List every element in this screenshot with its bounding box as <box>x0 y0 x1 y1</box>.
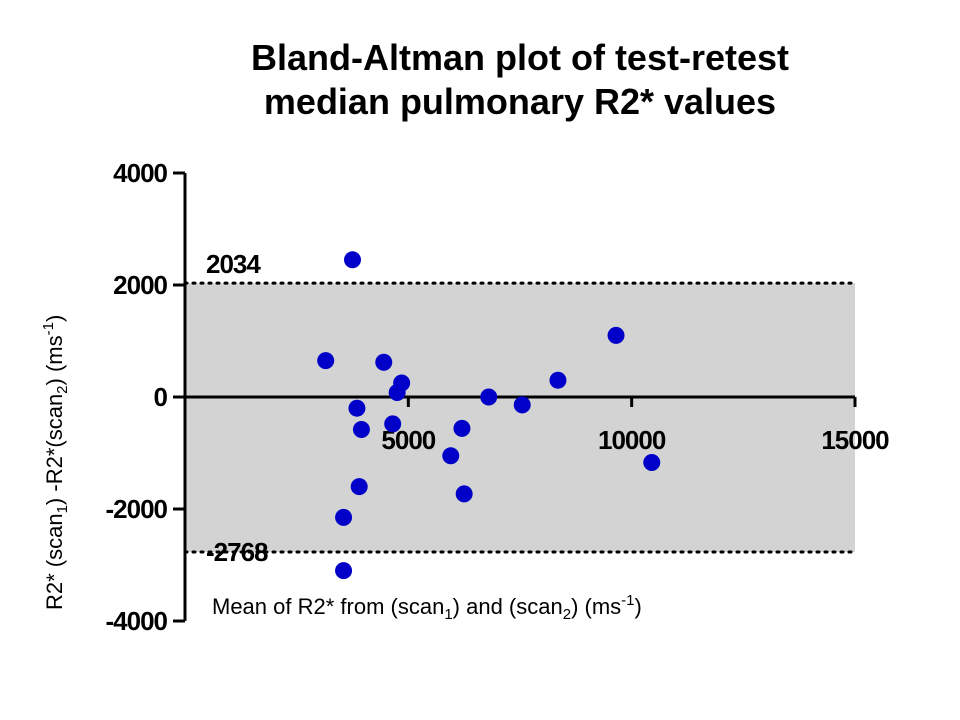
x-tick-label: 15000 <box>821 425 889 455</box>
data-point <box>350 478 368 496</box>
x-tick-label: 10000 <box>598 425 666 455</box>
data-point <box>643 454 661 472</box>
data-points <box>317 251 661 580</box>
data-point <box>442 447 460 465</box>
data-point <box>335 562 353 580</box>
data-point <box>513 396 531 414</box>
upper-limit-label: 2034 <box>206 249 261 279</box>
y-axis-label: R2* (scan1) -R2*(scan2) (ms-1) <box>40 315 71 610</box>
chart-title-line-2: median pulmonary R2* values <box>263 81 777 122</box>
chart-title-line-1: Bland-Altman plot of test-retest <box>250 37 789 78</box>
data-point <box>317 352 335 370</box>
y-tick-label: -4000 <box>106 606 168 636</box>
y-axis-ticks: 4000 2000 0 -2000 -4000 <box>106 158 185 636</box>
data-point <box>388 384 406 402</box>
data-point <box>375 353 393 371</box>
y-tick-label: 0 <box>154 382 168 412</box>
data-point <box>480 388 498 406</box>
lower-limit-label: -2768 <box>206 537 268 567</box>
data-point <box>549 371 567 389</box>
data-point <box>607 326 625 344</box>
data-point <box>352 420 370 438</box>
x-axis-ticks: 5000 10000 15000 <box>381 397 890 455</box>
data-point <box>384 415 402 433</box>
data-point <box>335 508 353 526</box>
data-point <box>455 485 473 503</box>
limits-of-agreement-band <box>185 283 855 553</box>
data-point <box>453 419 471 437</box>
chart-title: Bland-Altman plot of test-retest median … <box>0 36 960 124</box>
data-point <box>348 399 366 417</box>
data-point <box>344 251 361 269</box>
y-tick-label: 2000 <box>113 270 167 300</box>
y-tick-label: 4000 <box>113 158 167 188</box>
y-tick-label: -2000 <box>106 494 168 524</box>
x-axis-label: Mean of R2* from (scan1) and (scan2) (ms… <box>212 592 642 623</box>
